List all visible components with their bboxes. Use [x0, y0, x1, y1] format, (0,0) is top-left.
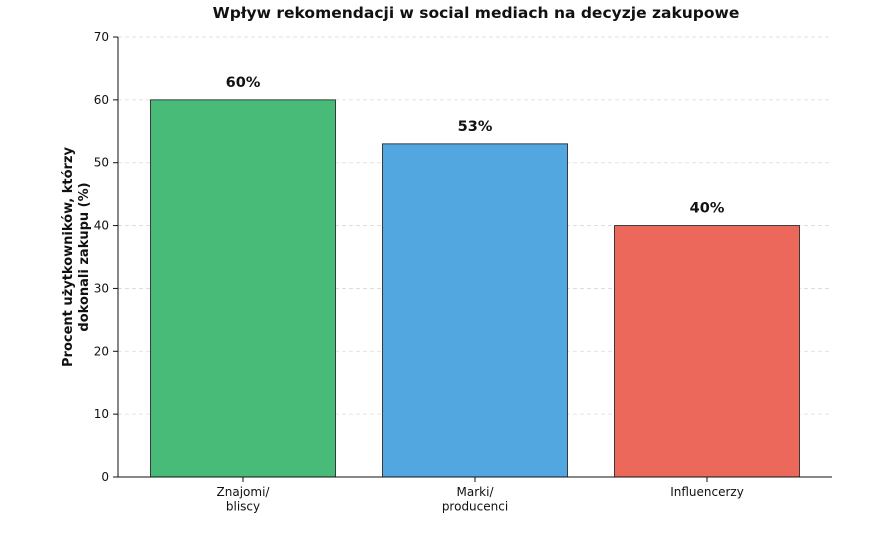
category-label-0-line-0: Znajomi/ — [217, 485, 271, 499]
bars — [150, 99, 800, 478]
bar-2 — [614, 225, 800, 478]
value-labels: 60% 53% 40% — [226, 75, 725, 217]
category-label-1-line-0: Marki/ — [457, 485, 495, 499]
y-tick-label-5: 50 — [94, 156, 109, 170]
value-label-0: 60% — [226, 75, 261, 91]
y-tick-label-3: 30 — [94, 281, 109, 295]
value-label-2: 40% — [690, 201, 725, 217]
category-label-2-line-0: Influencerzy — [670, 485, 744, 499]
category-label-1-line-1: producenci — [442, 500, 508, 514]
bar-0 — [150, 99, 336, 478]
chart-title: Wpływ rekomendacji w social mediach na d… — [213, 4, 740, 22]
y-tick-label-1: 10 — [94, 407, 109, 421]
y-tick-label-2: 20 — [94, 344, 109, 358]
value-label-1: 53% — [458, 119, 493, 135]
x-axis-ticks: Znajomi/bliscy Marki/producenci Influencer… — [217, 477, 744, 514]
category-label-0-line-1: bliscy — [226, 500, 260, 514]
y-axis-label-line-2: dokonali zakupu (%) — [77, 182, 92, 331]
y-axis-label-line-1: Procent użytkowników, którzy — [61, 146, 76, 366]
y-tick-label-0: 0 — [101, 470, 109, 484]
y-tick-label-4: 40 — [94, 219, 109, 233]
bar-1 — [382, 143, 568, 478]
y-axis-ticks: 0 10 20 30 40 50 60 70 — [94, 30, 118, 484]
y-tick-label-7: 70 — [94, 30, 109, 44]
y-tick-label-6: 60 — [94, 93, 109, 107]
